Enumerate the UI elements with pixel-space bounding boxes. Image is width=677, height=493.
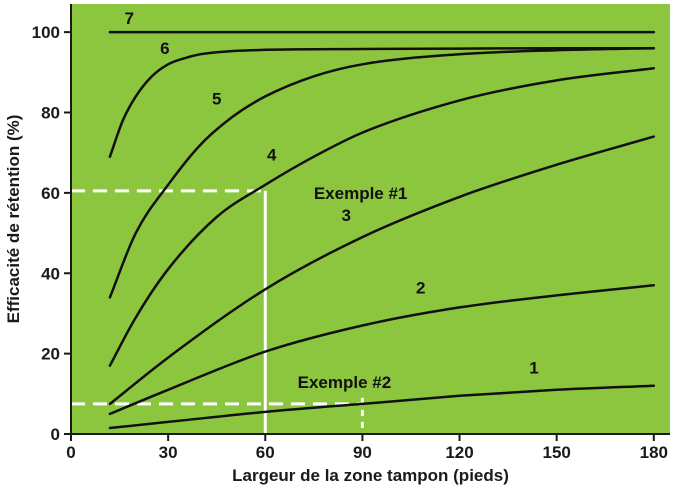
x-tick-label-60: 60 [256,443,275,462]
x-axis-title: Largeur de la zone tampon (pieds) [232,466,509,485]
curve-2-label: 2 [416,278,425,297]
curve-3-label: 3 [341,206,350,225]
x-tick-label-0: 0 [66,443,75,462]
curve-1-label: 1 [529,359,538,378]
curve-6-label: 6 [160,39,169,58]
x-tick-label-90: 90 [353,443,372,462]
y-tick-label-80: 80 [41,104,60,123]
x-tick-label-180: 180 [640,443,668,462]
curve-4 [108,67,656,367]
y-tick-label-20: 20 [41,345,60,364]
y-tick-label-40: 40 [41,264,60,283]
chart-marks: 1 2 3 4 5 6 7 Exemple #1 Exemple #2 0 20 40 60 80 100 0… [32,4,670,462]
curve-5 [108,46,656,299]
curve-7-label: 7 [125,9,134,28]
example-2-label: Exemple #2 [298,373,392,392]
x-tick-label-30: 30 [159,443,178,462]
curve-5-label: 5 [212,89,221,108]
x-tick-label-120: 120 [445,443,473,462]
y-tick-label-0: 0 [51,425,60,444]
curve-4-label: 4 [267,146,277,165]
x-tick-label-150: 150 [542,443,570,462]
example-1-label: Exemple #1 [314,184,408,203]
y-tick-label-100: 100 [32,23,60,42]
curve-2 [108,284,656,416]
curve-1 [108,384,656,430]
plot-area [71,4,670,434]
y-axis-title: Efficacité de rétention (%) [4,115,23,324]
y-tick-label-60: 60 [41,184,60,203]
curve-3 [108,135,656,406]
curve-6 [108,46,656,158]
